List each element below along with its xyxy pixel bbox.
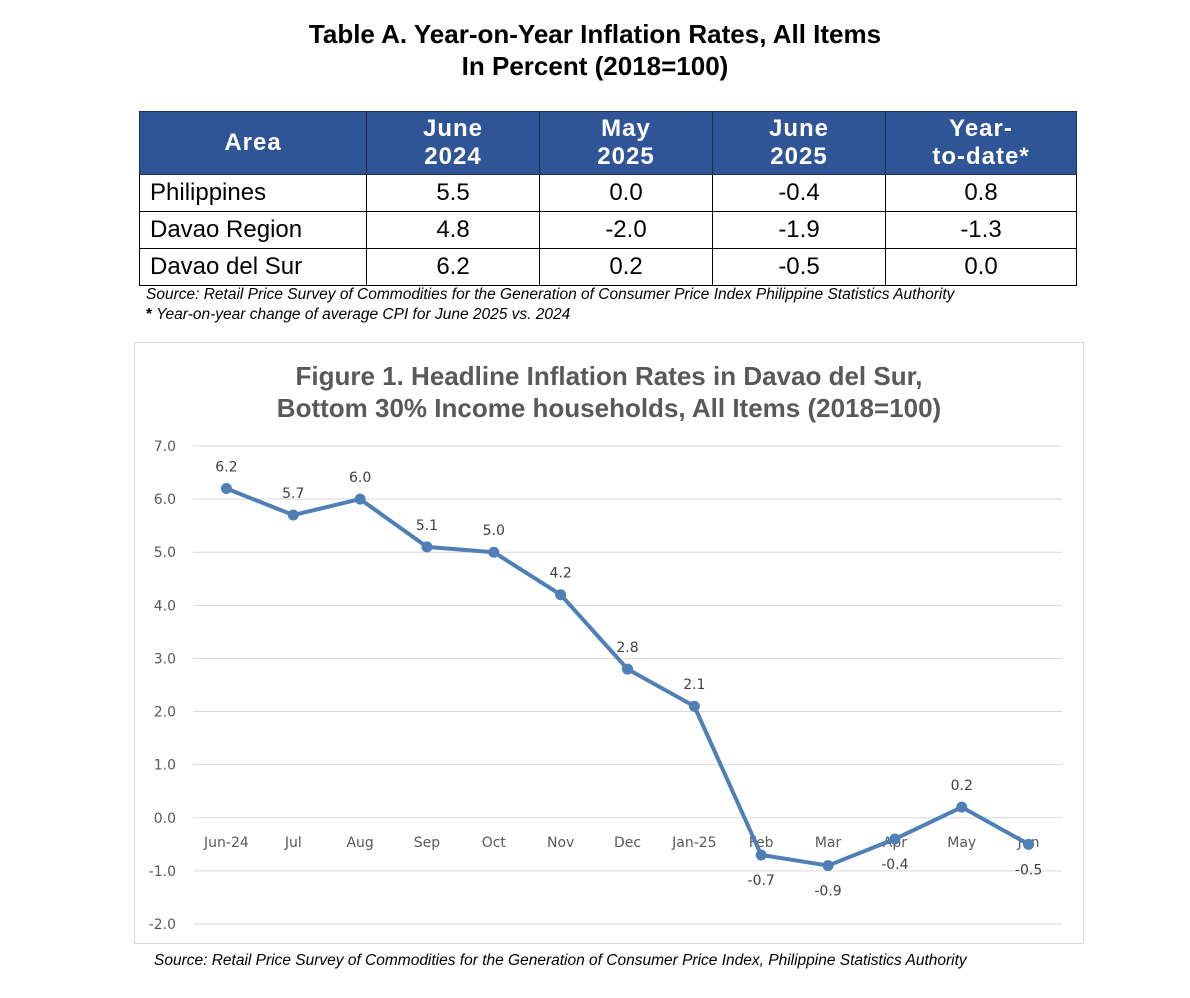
chart-source-note: Source: Retail Price Survey of Commoditi… xyxy=(154,952,967,969)
chart-frame xyxy=(134,342,1084,944)
cell-june-2024: 4.8 xyxy=(366,211,540,249)
data-point xyxy=(889,833,901,845)
y-tick-label: 6.0 xyxy=(154,492,176,508)
data-label: -0.5 xyxy=(1015,862,1042,878)
header-area: Area xyxy=(139,111,367,175)
y-tick-label: -2.0 xyxy=(149,917,176,933)
cell-june-2024: 6.2 xyxy=(366,248,540,286)
data-point xyxy=(421,541,433,553)
cell-ytd: -1.3 xyxy=(885,211,1077,249)
x-tick-label: Aug xyxy=(346,835,373,851)
cell-ytd: 0.0 xyxy=(885,248,1077,286)
y-tick-label: 4.0 xyxy=(154,598,176,614)
data-label: 0.2 xyxy=(951,778,973,794)
cell-may-2025: 0.0 xyxy=(539,174,713,212)
cell-june-2025: -0.4 xyxy=(712,174,886,212)
data-label: 6.2 xyxy=(215,459,237,475)
x-tick-label: Sep xyxy=(414,835,441,851)
y-tick-label: 1.0 xyxy=(154,758,176,774)
table-footnote: * Year-on-year change of average CPI for… xyxy=(146,306,570,324)
table-row: Davao Region 4.8 -2.0 -1.9 -1.3 xyxy=(139,211,1077,249)
cell-june-2025: -0.5 xyxy=(712,248,886,286)
data-point xyxy=(354,493,366,505)
data-label: 2.1 xyxy=(683,677,705,693)
chart-title-line1: Figure 1. Headline Inflation Rates in Da… xyxy=(295,361,923,391)
x-tick-label: Mar xyxy=(815,835,842,851)
row-area: Philippines xyxy=(139,174,367,212)
header-june-2024: June 2024 xyxy=(366,111,540,175)
chart-title: Figure 1. Headline Inflation Rates in Da… xyxy=(0,360,1190,424)
data-label: 5.1 xyxy=(416,518,438,534)
x-tick-label: Oct xyxy=(482,835,507,851)
data-point xyxy=(488,546,500,558)
data-point xyxy=(956,801,968,813)
footnote-text: Year-on-year change of average CPI for J… xyxy=(152,306,571,323)
x-tick-label: Dec xyxy=(614,835,641,851)
x-tick-label: May xyxy=(947,835,976,851)
data-label: 2.8 xyxy=(616,640,638,656)
x-tick-label: Nov xyxy=(547,835,574,851)
data-label: 6.0 xyxy=(349,470,371,486)
footnote-marker: * xyxy=(146,306,153,323)
x-tick-label: Jun-24 xyxy=(203,835,249,851)
table-title-line1: Table A. Year-on-Year Inflation Rates, A… xyxy=(308,19,882,49)
series-line xyxy=(225,486,1030,868)
y-tick-label: -1.0 xyxy=(149,864,176,880)
data-label: -0.9 xyxy=(814,884,841,900)
cell-ytd: 0.8 xyxy=(885,174,1077,212)
data-label: -0.4 xyxy=(881,857,908,873)
data-point xyxy=(555,589,567,601)
table-row: Philippines 5.5 0.0 -0.4 0.8 xyxy=(139,174,1077,212)
table-source-note: Source: Retail Price Survey of Commoditi… xyxy=(146,286,955,303)
chart-title-line2: Bottom 30% Income households, All Items … xyxy=(276,393,942,423)
data-point xyxy=(755,849,767,861)
data-point xyxy=(287,509,299,521)
x-tick-label: Jul xyxy=(284,835,302,851)
data-label: 5.7 xyxy=(282,486,304,502)
y-tick-label: 2.0 xyxy=(154,705,176,721)
data-point xyxy=(688,700,700,712)
y-tick-label: 3.0 xyxy=(154,651,176,667)
table-row: Davao del Sur 6.2 0.2 -0.5 0.0 xyxy=(139,248,1077,286)
y-tick-label: 7.0 xyxy=(154,439,176,455)
header-may-2025: May 2025 xyxy=(539,111,713,175)
y-tick-label: 0.0 xyxy=(154,811,176,827)
data-point xyxy=(1023,838,1035,850)
data-point xyxy=(622,663,633,675)
x-tick-label: Jan-25 xyxy=(671,835,716,851)
y-tick-label: 5.0 xyxy=(154,545,176,561)
data-point xyxy=(822,860,834,872)
data-point xyxy=(220,482,232,494)
row-area: Davao Region xyxy=(139,211,367,249)
data-label: 5.0 xyxy=(483,523,505,539)
cell-june-2024: 5.5 xyxy=(366,174,540,212)
data-label: -0.7 xyxy=(748,873,775,889)
table-title-line2: In Percent (2018=100) xyxy=(461,51,729,81)
data-label: 4.2 xyxy=(550,566,572,582)
table-title: Table A. Year-on-Year Inflation Rates, A… xyxy=(0,18,1190,82)
cell-may-2025: 0.2 xyxy=(539,248,713,286)
inflation-table: Area June 2024 May 2025 June 2025 Year-to-d… xyxy=(139,111,1077,286)
cell-may-2025: -2.0 xyxy=(539,211,713,249)
